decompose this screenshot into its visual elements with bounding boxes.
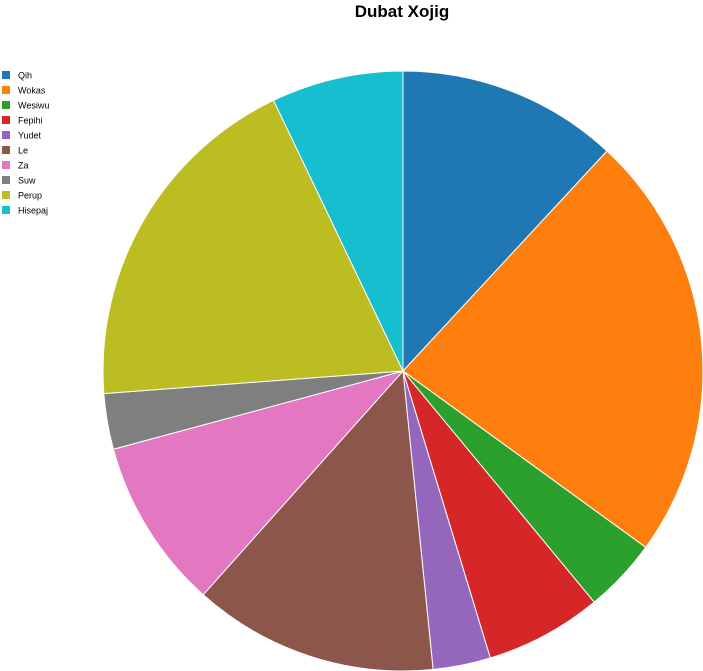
legend-label-qih: Qih	[18, 71, 32, 81]
chart-title: Dubat Xojig	[355, 2, 449, 21]
legend-label-perup: Perup	[18, 191, 42, 201]
legend-swatch-perup	[2, 191, 10, 199]
legend: Qih Wokas Wesiwu Fepihi Yudet Le Za Suw Perup His…	[2, 71, 49, 216]
legend-label-wokas: Wokas	[18, 86, 46, 96]
legend-swatch-qih	[2, 71, 10, 79]
pie-slice-perup	[102, 99, 404, 395]
pie-slice-hisepaj	[272, 70, 404, 372]
pie-slices	[102, 70, 703, 671]
pie-slice-za	[112, 370, 405, 596]
legend-swatch-hisepaj	[2, 206, 10, 214]
legend-swatch-wesiwu	[2, 101, 10, 109]
legend-swatch-za	[2, 161, 10, 169]
legend-label-wesiwu: Wesiwu	[18, 101, 49, 111]
legend-label-yudet: Yudet	[18, 131, 42, 141]
legend-swatch-fepihi	[2, 116, 10, 124]
pie-slice-wokas	[402, 150, 703, 549]
legend-label-hisepaj: Hisepaj	[18, 206, 48, 216]
legend-swatch-wokas	[2, 86, 10, 94]
legend-label-za: Za	[18, 161, 29, 171]
legend-label-fepihi: Fepihi	[18, 116, 43, 126]
pie-slice-fepihi	[402, 370, 595, 659]
legend-swatch-le	[2, 146, 10, 154]
pie-slice-qih	[402, 70, 608, 373]
legend-label-suw: Suw	[18, 176, 36, 186]
legend-swatch-suw	[2, 176, 10, 184]
legend-label-le: Le	[18, 146, 28, 156]
legend-swatch-yudet	[2, 131, 10, 139]
